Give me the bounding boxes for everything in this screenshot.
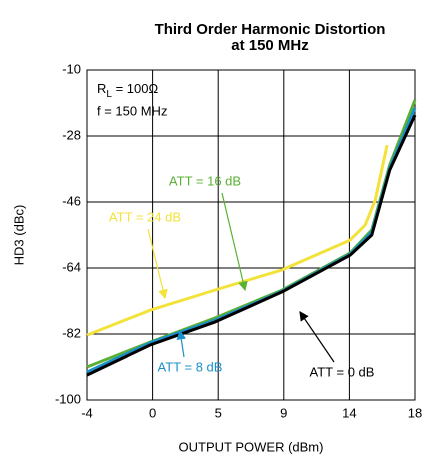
x-axis-label: OUTPUT POWER (dBm) [179,439,324,454]
x-tick-label: 14 [342,405,356,420]
series-label: ATT = 0 dB [310,364,375,379]
chart-title: Third Order Harmonic Distortion [155,21,386,38]
plot-frame [86,69,416,401]
condition: R [97,81,106,96]
y-axis-label: HD3 (dBc) [11,205,26,266]
condition: RL = 100Ω [97,81,158,99]
y-tick-label: -28 [62,127,81,142]
y-tick-label: -64 [62,259,81,274]
x-tick-label: 5 [215,405,222,420]
series-label: ATT = 24 dB [109,209,181,224]
annotation-arrow [176,329,187,358]
series-label: ATT = 16 dB [169,173,241,188]
series-line [86,114,417,377]
series-line [86,144,389,337]
y-tick-label: -82 [62,325,81,340]
y-tick-label: -10 [62,61,81,76]
annotation-arrow [221,192,248,292]
x-tick-label: 0 [149,405,156,420]
annotation-arrow [299,311,335,363]
series-label: ATT = 8 dB [158,359,223,374]
x-tick-label: -4 [81,405,93,420]
x-tick-label: 9 [280,405,287,420]
condition: = 100Ω [112,81,159,96]
annotation-arrow [147,228,168,300]
condition: L [106,89,112,100]
chart-title: at 150 MHz [231,37,309,54]
series-line [86,99,417,369]
x-tick-label: 18 [408,405,422,420]
y-tick-label: -46 [62,193,81,208]
condition: f = 150 MHz [97,103,167,118]
y-tick-label: -100 [55,391,81,406]
